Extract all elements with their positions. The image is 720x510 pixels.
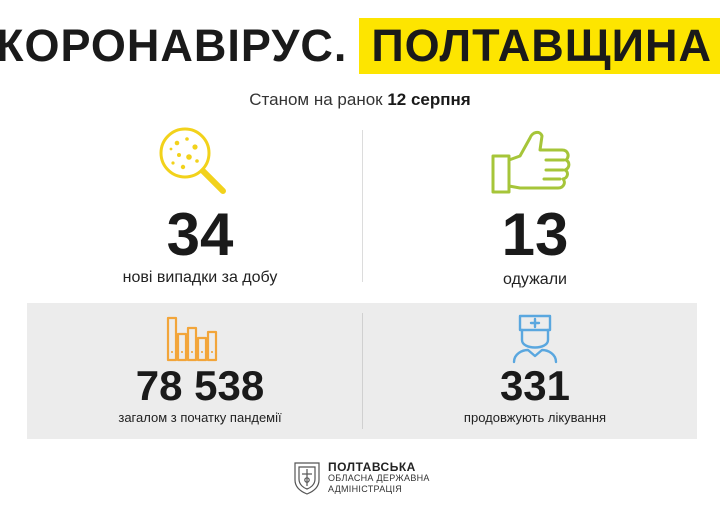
top-divider — [362, 130, 363, 282]
recovered-stat: 13 одужали — [435, 205, 635, 289]
new-cases-value: 34 — [166, 201, 234, 268]
total-stat: 78 538 загалом з початку пандемії — [90, 362, 310, 426]
recovered-value: 13 — [501, 201, 569, 268]
date-subtitle: Станом на ранок 12 серпня — [0, 90, 720, 110]
bottom-divider — [362, 313, 363, 429]
new-cases-stat: 34 нові випадки за добу — [100, 205, 300, 287]
title-region-highlight: ПОЛТАВЩИНА — [359, 18, 720, 74]
org-logo: ПОЛТАВСЬКА ОБЛАСНА ДЕРЖАВНА АДМІНІСТРАЦІ… — [292, 458, 442, 498]
title-coronavirus: КОРОНАВІРУС. — [0, 20, 348, 71]
medic-icon — [510, 310, 560, 364]
org-line-1: ПОЛТАВСЬКА — [328, 459, 416, 474]
virus-magnifier-icon — [155, 125, 235, 197]
coat-of-arms-icon — [292, 460, 322, 496]
total-value: 78 538 — [135, 362, 265, 409]
total-label: загалом з початку пандемії — [118, 410, 282, 425]
subtitle-prefix: Станом на ранок — [249, 90, 383, 109]
org-line-2: ОБЛАСНА ДЕРЖАВНА — [328, 472, 430, 483]
thumbs-up-icon — [490, 126, 575, 196]
subtitle-date: 12 серпня — [387, 90, 471, 109]
new-cases-label: нові випадки за добу — [122, 269, 278, 286]
recovered-label: одужали — [503, 271, 567, 288]
treatment-stat: 331 продовжують лікування — [430, 362, 640, 426]
treatment-label: продовжують лікування — [463, 410, 607, 425]
page-title: КОРОНАВІРУС. ПОЛТАВЩИНА — [0, 18, 720, 74]
org-name: ПОЛТАВСЬКА ОБЛАСНА ДЕРЖАВНА АДМІНІСТРАЦІ… — [328, 459, 430, 495]
org-line-3: АДМІНІСТРАЦІЯ — [328, 483, 403, 494]
bar-chart-icon — [166, 316, 218, 362]
treatment-value: 331 — [499, 362, 571, 409]
